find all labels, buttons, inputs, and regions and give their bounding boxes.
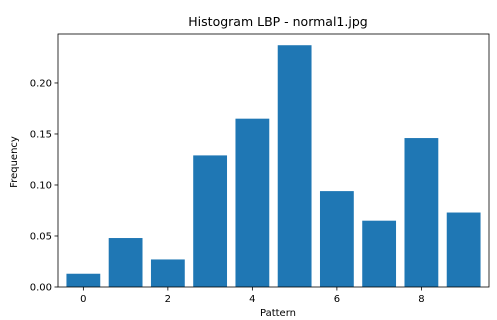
x-ticks-group: 0 2 4 6 8: [80, 287, 425, 305]
y-tick-label: 0.05: [30, 231, 52, 242]
y-axis-label: Frequency: [9, 136, 20, 188]
x-tick-label: 8: [418, 294, 424, 305]
x-axis-label: Pattern: [260, 308, 296, 319]
plot-frame: [57, 33, 490, 288]
x-tick-label: 6: [334, 294, 340, 305]
bar-pattern-5: [277, 45, 312, 288]
y-tick-label: 0.00: [30, 283, 52, 294]
y-tick-label: 0.10: [30, 180, 52, 191]
x-tick-label: 2: [165, 294, 171, 305]
bar-pattern-4: [235, 118, 270, 287]
bar-pattern-3: [193, 155, 228, 287]
y-tick-label: 0.20: [30, 78, 52, 89]
bar-pattern-9: [446, 212, 481, 287]
bar-pattern-8: [404, 138, 439, 287]
bars-group: [66, 45, 481, 288]
x-tick-label: 4: [249, 294, 255, 305]
bar-pattern-6: [319, 191, 354, 287]
bar-pattern-7: [362, 220, 397, 287]
x-tick-label: 0: [80, 294, 86, 305]
y-tick-label: 0.15: [30, 129, 52, 140]
bar-pattern-0: [66, 273, 101, 287]
chart-title: Histogram LBP - normal1.jpg: [188, 14, 367, 29]
bar-pattern-1: [108, 238, 143, 287]
bar-pattern-2: [150, 259, 185, 287]
y-ticks-group: 0.00 0.05 0.10 0.15 0.20: [30, 78, 58, 294]
